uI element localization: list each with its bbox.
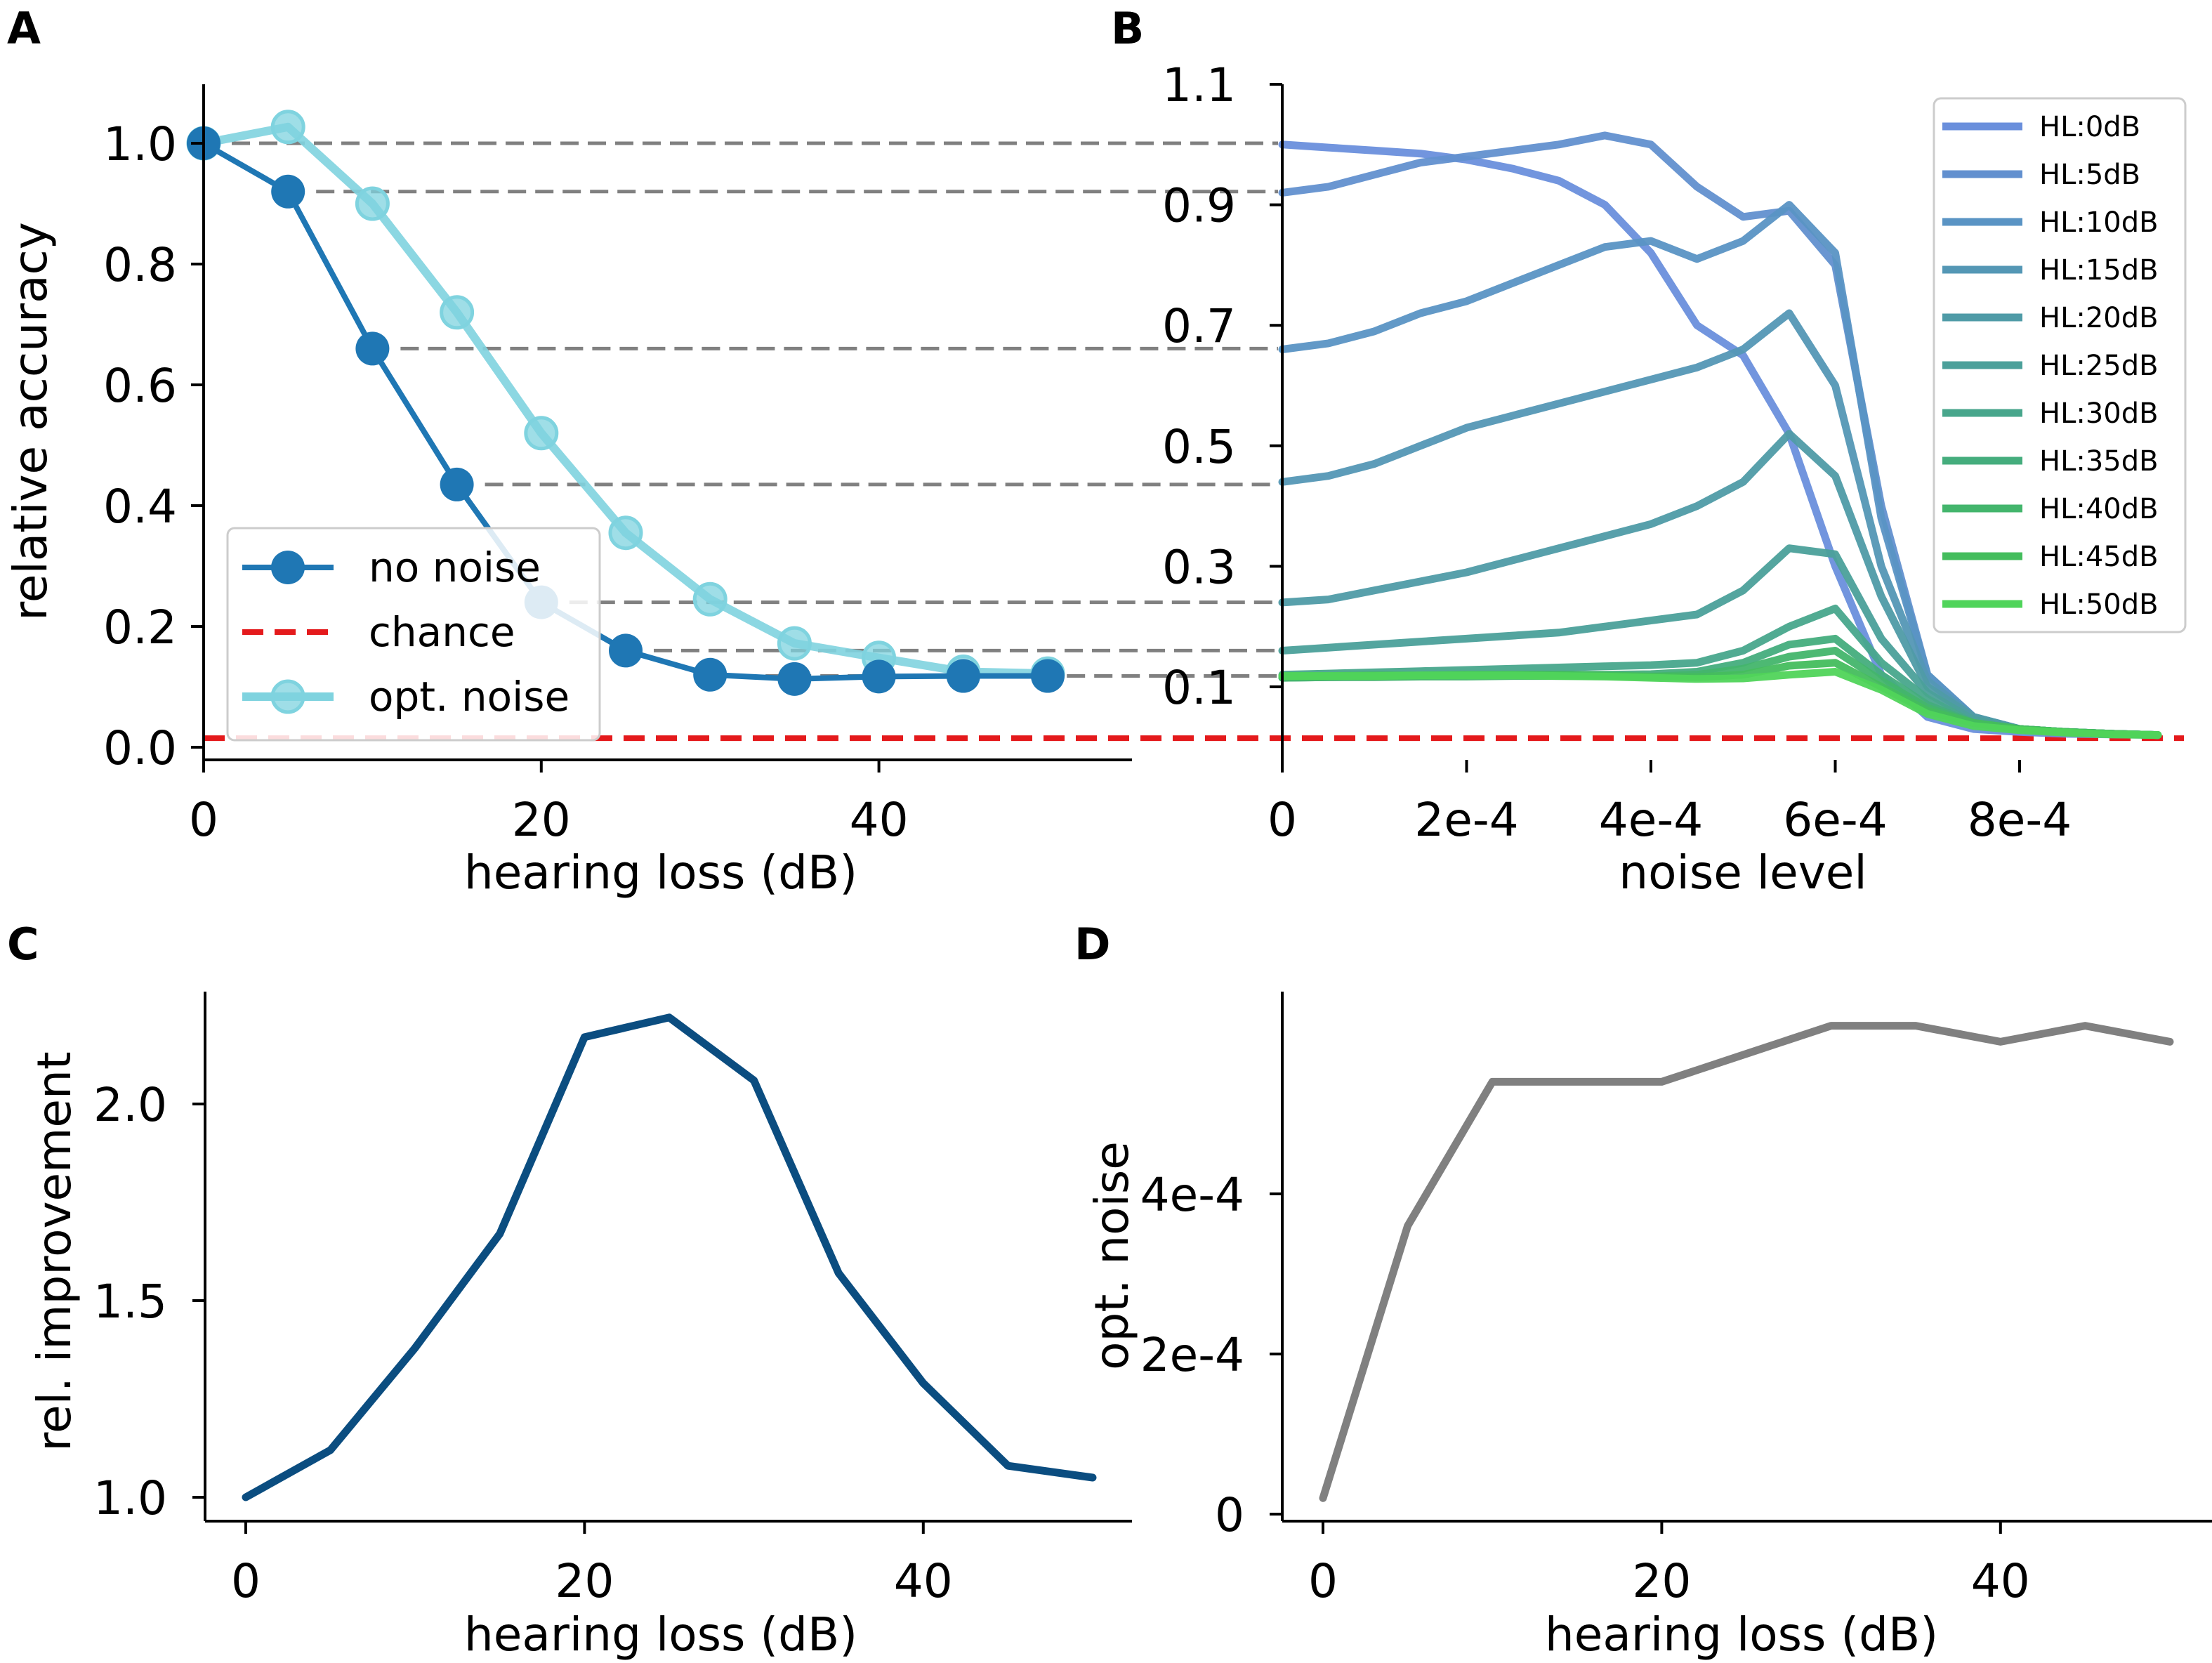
- panel-b: B 0 2e-4 4e-4 6e-4 8e-4 0.1 0.3 0.5 0.7 0.9 1.1 nois…: [1111, 3, 2187, 900]
- y-axis-label: opt. noise: [1085, 1141, 1139, 1370]
- legend-box: [1933, 97, 2187, 633]
- x-tick-label: 0: [1308, 1554, 1338, 1608]
- y-tick-label: 2e-4: [1140, 1328, 1244, 1382]
- legend-b: HL:0dB HL:5dB HL:10dB HL:15dB HL:20dB HL:25dB…: [1933, 97, 2187, 633]
- series-line-hl-10: [1278, 668, 2162, 740]
- legend-label: HL:50dB: [2039, 589, 2159, 621]
- y-axis-label: relative accuracy: [4, 222, 58, 621]
- point-opt-noise: [608, 515, 643, 551]
- y-tick-label: 4e-4: [1140, 1168, 1244, 1222]
- x-axis-label: hearing loss (dB): [464, 846, 857, 900]
- point-no-noise: [862, 659, 896, 694]
- point-opt-noise: [777, 626, 812, 661]
- y-tick-label: 1.5: [93, 1275, 167, 1329]
- y-tick-label: 1.0: [103, 117, 177, 171]
- legend-label: HL:0dB: [2039, 111, 2140, 143]
- legend-label: HL:30dB: [2039, 397, 2159, 430]
- panel-a: A 0 20 40 0.0 0.2 0.4 0.6 0.8 1.0 hearing loss (dB…: [4, 3, 2184, 900]
- point-no-noise: [693, 657, 728, 692]
- legend-box: [226, 527, 601, 742]
- point-no-noise: [271, 174, 305, 209]
- x-tick-label: 20: [555, 1554, 614, 1608]
- legend-label: HL:15dB: [2039, 254, 2159, 287]
- x-tick-label: 0: [231, 1554, 261, 1608]
- legend-label: HL:45dB: [2039, 541, 2159, 573]
- y-tick-label: 0.1: [1162, 661, 1236, 715]
- point-no-noise: [440, 467, 474, 501]
- y-tick-label: 1.0: [93, 1471, 167, 1525]
- y-tick-label: 1.1: [1162, 58, 1236, 112]
- panel-letter-b: B: [1111, 3, 1144, 54]
- point-opt-noise: [692, 581, 728, 617]
- series-line-rel-improvement: [242, 1013, 1097, 1501]
- point-opt-noise: [524, 416, 559, 451]
- x-tick-label: 0: [189, 793, 218, 847]
- point-no-noise: [1031, 659, 1065, 693]
- panel-letter-a: A: [7, 3, 41, 54]
- panel-c: C 0 20 40 1.0 1.5 2.0 hearing loss (dB) rel. imp…: [7, 919, 1132, 1662]
- y-tick-label: 0.3: [1162, 540, 1236, 594]
- y-tick-label: 0.7: [1162, 299, 1236, 353]
- x-tick-label: 20: [1632, 1554, 1691, 1608]
- x-tick-label: 4e-4: [1599, 793, 1703, 847]
- legend-a: no noise chance opt. noise: [226, 527, 601, 742]
- legend-label-chance: chance: [369, 608, 515, 656]
- panel-letter-d: D: [1074, 919, 1110, 970]
- x-axis-label: hearing loss (dB): [464, 1608, 857, 1662]
- point-no-noise: [609, 633, 643, 668]
- legend-label-no-noise: no noise: [369, 544, 541, 591]
- x-tick-label: 20: [512, 793, 571, 847]
- x-tick-label: 40: [850, 793, 909, 847]
- y-tick-label: 0.2: [103, 600, 177, 655]
- x-axis-label: hearing loss (dB): [1545, 1608, 1938, 1662]
- y-tick-label: 0.0: [103, 721, 177, 775]
- point-opt-noise: [355, 186, 390, 221]
- panel-letter-c: C: [7, 919, 39, 970]
- x-tick-label: 0: [1268, 793, 1297, 847]
- y-tick-label: 0: [1215, 1488, 1244, 1542]
- y-tick-label: 0.8: [103, 238, 177, 292]
- x-tick-label: 8e-4: [1968, 793, 2072, 847]
- x-tick-label: 2e-4: [1414, 793, 1518, 847]
- x-tick-label: 40: [894, 1554, 953, 1608]
- legend-label: HL:20dB: [2039, 302, 2159, 334]
- legend-label: HL:10dB: [2039, 206, 2159, 239]
- x-axis-label: noise level: [1619, 846, 1867, 900]
- legend-marker-no-noise: [271, 551, 305, 584]
- legend-label-opt-noise: opt. noise: [369, 673, 570, 721]
- y-tick-label: 2.0: [93, 1078, 167, 1132]
- y-tick-label: 0.6: [103, 359, 177, 413]
- point-opt-noise: [440, 295, 475, 330]
- x-tick-label: 6e-4: [1783, 793, 1887, 847]
- point-no-noise: [946, 659, 980, 693]
- point-opt-noise: [270, 110, 305, 145]
- y-tick-label: 0.9: [1162, 179, 1236, 233]
- legend-label: HL:25dB: [2039, 350, 2159, 382]
- point-no-noise: [777, 662, 812, 696]
- y-axis-label: rel. improvement: [27, 1051, 81, 1451]
- point-no-noise: [355, 331, 390, 366]
- series-line-opt-noise: [1319, 1022, 2174, 1502]
- x-tick-label: 40: [1971, 1554, 2030, 1608]
- y-tick-label: 0.5: [1162, 420, 1236, 474]
- legend-label: HL:40dB: [2039, 493, 2159, 525]
- panel-d: D 0 20 40 0 2e-4 4e-4 hearing loss (dB) opt. noi…: [1074, 919, 2212, 1662]
- legend-label: HL:35dB: [2039, 445, 2159, 478]
- y-tick-label: 0.4: [103, 480, 177, 534]
- legend-marker-opt-noise: [270, 679, 305, 714]
- legend-label: HL:5dB: [2039, 159, 2140, 191]
